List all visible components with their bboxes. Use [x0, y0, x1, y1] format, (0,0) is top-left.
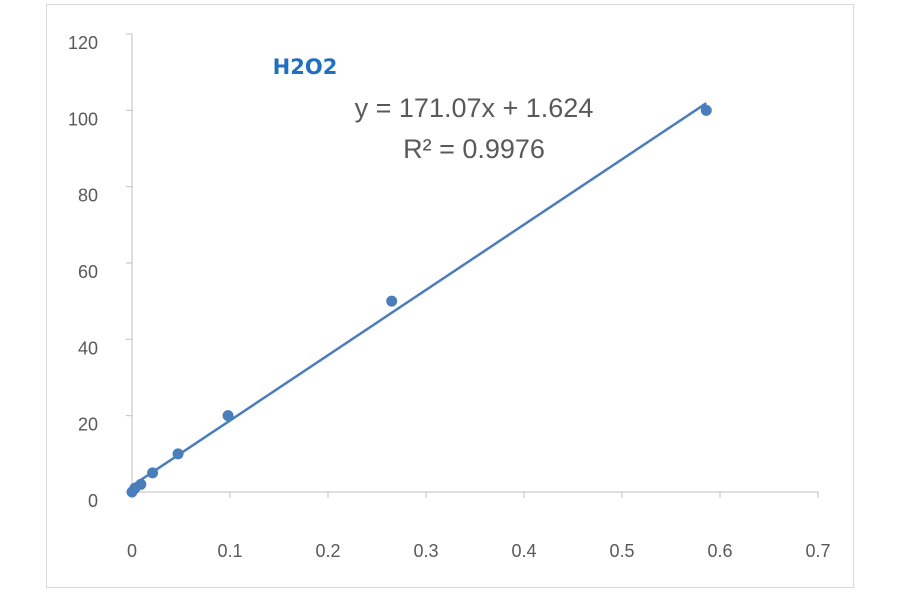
data-point	[386, 295, 398, 307]
y-tick-label: 120	[68, 33, 98, 53]
chart-title: H2O2	[273, 55, 338, 79]
x-tick-group: 0 0.1 0.2 0.3 0.4 0.5 0.6 0.7	[127, 492, 831, 561]
x-tick-label: 0	[127, 541, 137, 561]
data-point	[172, 448, 184, 460]
x-tick-label: 0.5	[609, 541, 634, 561]
trendline-equation: y = 171.07x + 1.624	[355, 93, 594, 123]
trendline-group	[131, 102, 707, 487]
x-tick-label: 0.2	[315, 541, 340, 561]
y-tick-label: 80	[78, 186, 98, 206]
x-tick-label: 0.6	[707, 541, 732, 561]
y-tick-label: 40	[78, 338, 98, 358]
y-tick-label: 100	[68, 109, 98, 129]
data-points	[126, 104, 712, 498]
y-tick-label: 0	[88, 491, 98, 511]
y-tick-label: 60	[78, 262, 98, 282]
x-tick-label: 0.4	[511, 541, 536, 561]
y-tick-label: 20	[78, 415, 98, 435]
y-tick-group: 0 20 40 60 80 100 120	[68, 33, 132, 511]
data-point	[147, 467, 159, 479]
trendline-r-squared: R² = 0.9976	[403, 134, 545, 164]
chart-frame	[46, 4, 854, 588]
trendline	[131, 102, 707, 487]
data-point	[700, 104, 712, 116]
x-tick-label: 0.7	[805, 541, 830, 561]
x-tick-label: 0.1	[217, 541, 242, 561]
x-tick-label: 0.3	[413, 541, 438, 561]
data-point	[135, 478, 147, 490]
data-point	[222, 410, 234, 422]
